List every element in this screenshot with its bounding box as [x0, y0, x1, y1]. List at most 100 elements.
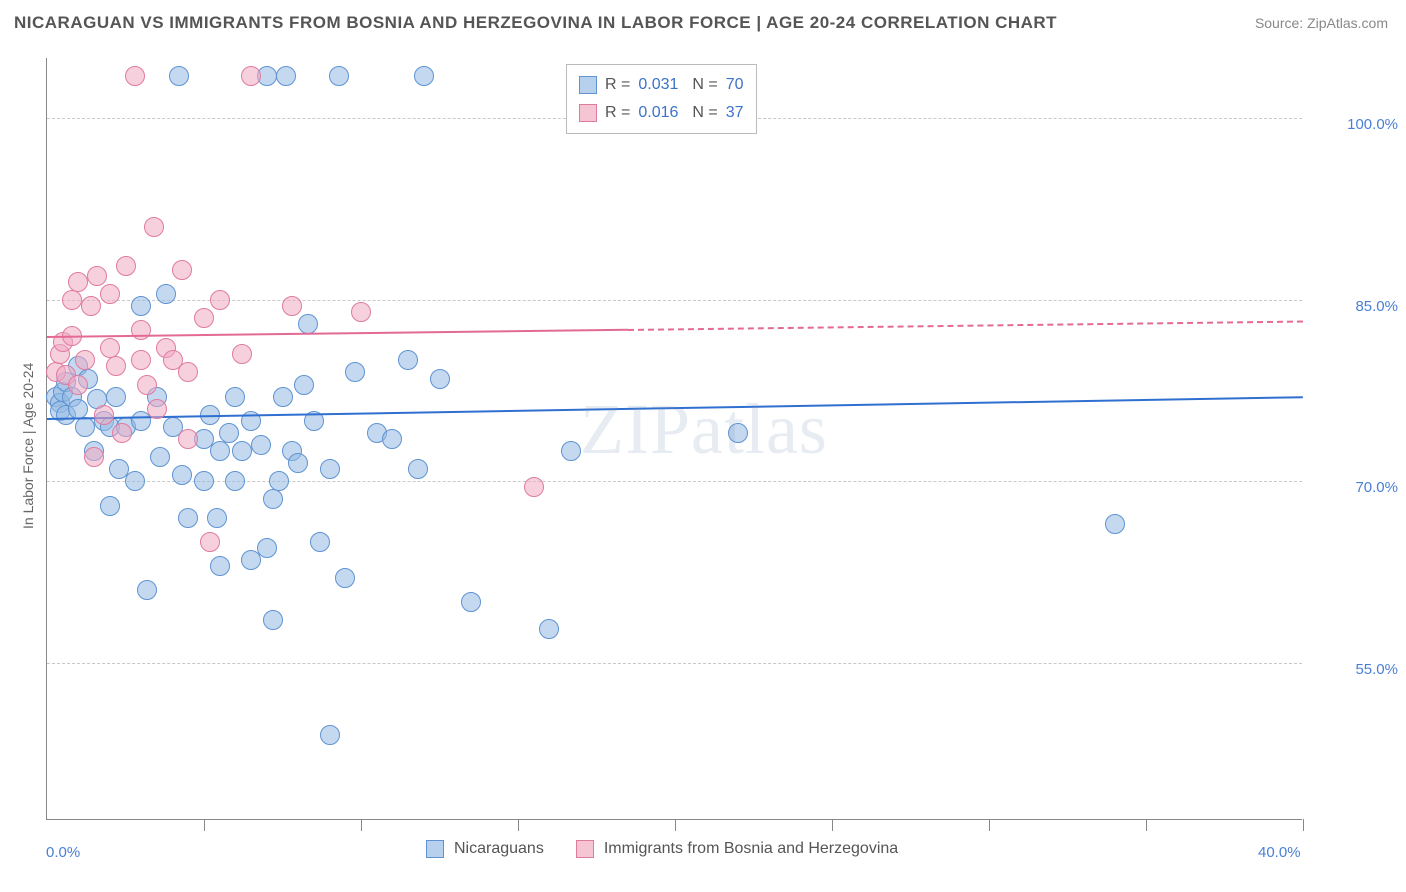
data-point-nicaraguans [273, 387, 293, 407]
data-point-bosnia [106, 356, 126, 376]
legend-swatch-icon [579, 104, 597, 122]
legend-r-value: 0.016 [638, 104, 678, 122]
data-point-nicaraguans [251, 435, 271, 455]
data-point-nicaraguans [207, 508, 227, 528]
trend-line-dash-bosnia [628, 320, 1303, 330]
data-point-nicaraguans [106, 387, 126, 407]
data-point-nicaraguans [1105, 514, 1125, 534]
data-point-nicaraguans [414, 66, 434, 86]
data-point-nicaraguans [398, 350, 418, 370]
data-point-bosnia [81, 296, 101, 316]
legend-stat-row: R = 0.016 N = 37 [579, 99, 744, 127]
x-tick-label: 40.0% [1258, 844, 1301, 861]
data-point-nicaraguans [225, 471, 245, 491]
x-tick [675, 819, 676, 831]
legend-swatch-icon [579, 76, 597, 94]
data-point-bosnia [125, 66, 145, 86]
gridline-horizontal [47, 300, 1302, 301]
chart-title: NICARAGUAN VS IMMIGRANTS FROM BOSNIA AND… [14, 13, 1057, 33]
data-point-nicaraguans [335, 568, 355, 588]
data-point-nicaraguans [150, 447, 170, 467]
legend-swatch-icon [576, 840, 594, 858]
data-point-bosnia [68, 272, 88, 292]
y-tick-label: 55.0% [1355, 661, 1398, 678]
data-point-nicaraguans [178, 508, 198, 528]
data-point-bosnia [241, 66, 261, 86]
plot-area [46, 58, 1302, 820]
data-point-bosnia [144, 217, 164, 237]
data-point-bosnia [200, 532, 220, 552]
data-point-bosnia [112, 423, 132, 443]
x-tick [518, 819, 519, 831]
x-tick [1303, 819, 1304, 831]
data-point-bosnia [172, 260, 192, 280]
data-point-bosnia [351, 302, 371, 322]
legend-series-label: Nicaraguans [454, 840, 544, 858]
y-tick-label: 85.0% [1355, 298, 1398, 315]
data-point-bosnia [178, 362, 198, 382]
legend-stat-row: R =0.031N =70 [579, 71, 744, 99]
data-point-nicaraguans [539, 619, 559, 639]
data-point-nicaraguans [210, 556, 230, 576]
data-point-nicaraguans [561, 441, 581, 461]
data-point-bosnia [194, 308, 214, 328]
data-point-bosnia [87, 266, 107, 286]
data-point-bosnia [75, 350, 95, 370]
x-tick [361, 819, 362, 831]
data-point-nicaraguans [225, 387, 245, 407]
data-point-nicaraguans [210, 441, 230, 461]
legend-r-value: 0.031 [638, 76, 678, 94]
data-point-nicaraguans [298, 314, 318, 334]
x-tick [1146, 819, 1147, 831]
data-point-nicaraguans [288, 453, 308, 473]
data-point-nicaraguans [329, 66, 349, 86]
data-point-nicaraguans [125, 471, 145, 491]
data-point-bosnia [84, 447, 104, 467]
data-point-nicaraguans [294, 375, 314, 395]
data-point-nicaraguans [172, 465, 192, 485]
data-point-nicaraguans [100, 496, 120, 516]
y-axis-label: In Labor Force | Age 20-24 [20, 363, 36, 529]
data-point-bosnia [232, 344, 252, 364]
source-label: Source: ZipAtlas.com [1255, 15, 1388, 31]
data-point-nicaraguans [156, 284, 176, 304]
data-point-nicaraguans [263, 489, 283, 509]
x-tick-label: 0.0% [46, 844, 80, 861]
data-point-bosnia [147, 399, 167, 419]
data-point-nicaraguans [75, 417, 95, 437]
data-point-nicaraguans [461, 592, 481, 612]
legend-r-label: R = [605, 104, 630, 122]
data-point-nicaraguans [257, 538, 277, 558]
data-point-nicaraguans [430, 369, 450, 389]
data-point-nicaraguans [137, 580, 157, 600]
data-point-nicaraguans [382, 429, 402, 449]
legend-n-value: 37 [726, 104, 744, 122]
data-point-bosnia [100, 338, 120, 358]
data-point-bosnia [116, 256, 136, 276]
legend-swatch-icon [426, 840, 444, 858]
data-point-nicaraguans [263, 610, 283, 630]
data-point-nicaraguans [269, 471, 289, 491]
y-tick-label: 70.0% [1355, 479, 1398, 496]
data-point-nicaraguans [68, 399, 88, 419]
data-point-nicaraguans [728, 423, 748, 443]
legend-n-label: N = [692, 104, 717, 122]
legend-series-label: Immigrants from Bosnia and Herzegovina [604, 840, 898, 858]
data-point-bosnia [94, 405, 114, 425]
x-tick [832, 819, 833, 831]
data-point-nicaraguans [345, 362, 365, 382]
x-tick [204, 819, 205, 831]
data-point-bosnia [178, 429, 198, 449]
data-point-nicaraguans [320, 725, 340, 745]
data-point-nicaraguans [310, 532, 330, 552]
data-point-bosnia [62, 290, 82, 310]
series-legend: Nicaraguans Immigrants from Bosnia and He… [426, 840, 920, 858]
data-point-bosnia [131, 350, 151, 370]
data-point-bosnia [282, 296, 302, 316]
data-point-bosnia [131, 320, 151, 340]
legend-n-label: N = [692, 76, 717, 94]
data-point-nicaraguans [320, 459, 340, 479]
x-tick [989, 819, 990, 831]
data-point-bosnia [524, 477, 544, 497]
data-point-nicaraguans [194, 471, 214, 491]
